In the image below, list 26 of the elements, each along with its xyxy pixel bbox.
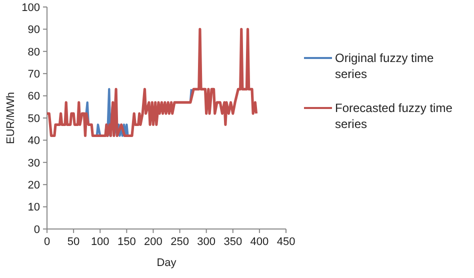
x-tick-label: 0 [44, 236, 50, 248]
x-tick-label: 400 [250, 236, 269, 248]
y-tick-label: 20 [28, 179, 40, 192]
y-tick-label: 0 [34, 224, 40, 236]
x-tick-label: 200 [144, 236, 162, 248]
y-tick-label: 30 [28, 157, 40, 170]
line-series [46, 28, 258, 138]
x-tick-label: 250 [170, 236, 189, 248]
y-tick-label: 100 [22, 2, 40, 14]
x-tick-label: 50 [67, 236, 80, 248]
legend-label: Forecasted fuzzy time series [335, 101, 453, 131]
legend-label: Original fuzzy time series [335, 51, 434, 81]
y-axis-title: EUR/MWh [5, 92, 17, 144]
y-tick-label: 50 [28, 112, 40, 125]
x-tick-label: 450 [276, 236, 296, 248]
y-tick-label: 10 [28, 202, 40, 214]
x-tick-label: 300 [197, 236, 216, 248]
y-tick-label: 90 [28, 24, 40, 36]
y-tick-label: 60 [28, 90, 40, 103]
x-tick-label: 150 [117, 236, 136, 248]
y-tick-label: 70 [28, 68, 40, 80]
y-tick-label: 80 [28, 46, 40, 58]
x-tick-label: 100 [90, 236, 110, 248]
y-tick-label: 40 [28, 135, 40, 148]
x-tick-label: 350 [224, 236, 242, 248]
x-axis-title: Day [156, 257, 177, 269]
